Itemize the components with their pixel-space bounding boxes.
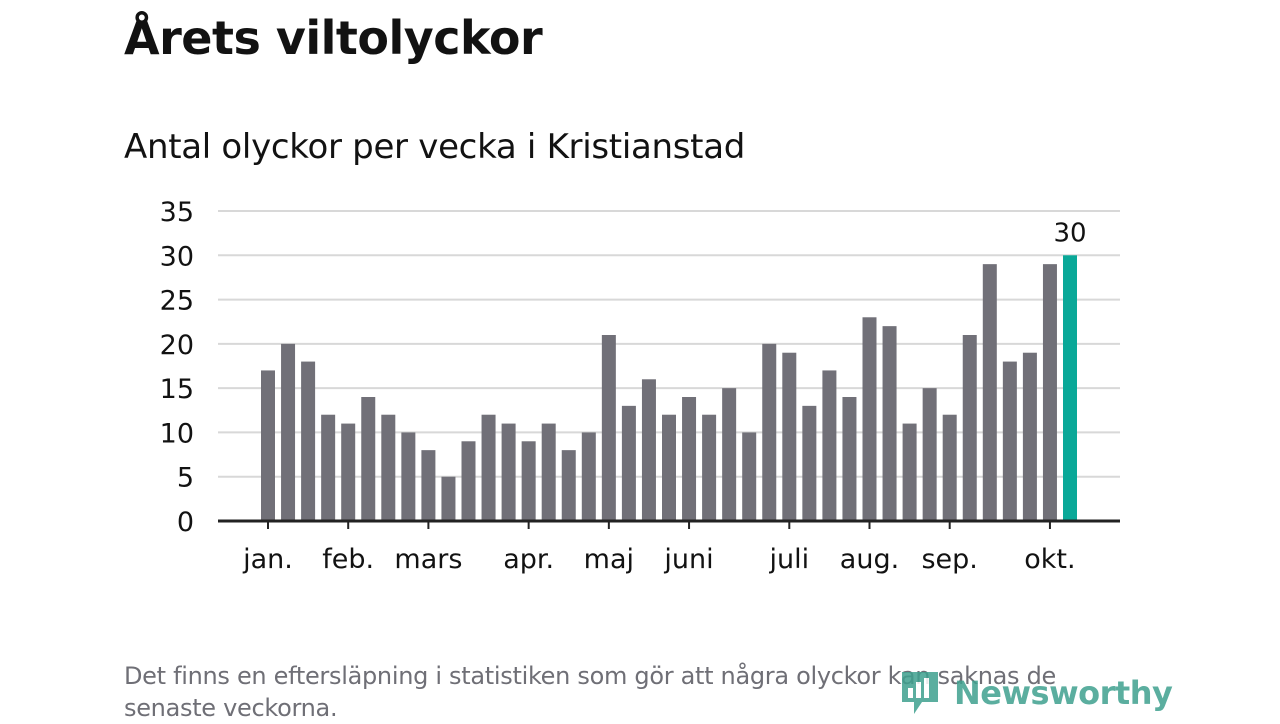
bar	[822, 370, 837, 521]
bar	[321, 414, 336, 521]
y-tick-label: 25	[160, 286, 194, 317]
x-month-label: mars	[394, 544, 462, 575]
y-tick-label: 35	[160, 197, 194, 228]
bar	[702, 414, 717, 521]
newsworthy-logo: Newsworthy	[900, 668, 1173, 718]
newsworthy-bar-chart-icon	[902, 672, 938, 714]
bar	[1002, 361, 1017, 521]
y-tick-label: 10	[160, 418, 194, 449]
x-month-label: apr.	[503, 544, 554, 575]
footnote: Det finns en eftersläpning i statistiken…	[124, 662, 1056, 722]
bar	[922, 388, 937, 521]
bar	[621, 405, 636, 521]
bar	[962, 335, 977, 521]
y-tick-label: 30	[160, 241, 194, 272]
x-month-label: aug.	[840, 544, 899, 575]
bar	[762, 343, 777, 521]
bar	[601, 335, 616, 521]
bar	[1022, 352, 1037, 521]
bar-chart: 0 5 10 15 20 25 30 35 jan. feb. mars apr. maj juni ju…	[160, 197, 1120, 575]
bar	[802, 405, 817, 521]
bar	[722, 388, 737, 521]
bar-highlight	[1063, 255, 1077, 522]
highlight-value-label: 30	[1053, 218, 1086, 248]
bar	[341, 423, 356, 521]
bar	[1042, 264, 1057, 521]
bar	[561, 450, 576, 521]
bar	[481, 414, 496, 521]
bar	[421, 450, 436, 521]
bar	[401, 432, 416, 521]
bar	[581, 432, 596, 521]
x-month-label: jan.	[242, 544, 293, 575]
bar	[641, 379, 656, 521]
chart-title: Årets viltolyckor	[124, 11, 543, 65]
bar	[381, 414, 396, 521]
bar	[682, 397, 697, 521]
y-tick-label: 15	[160, 374, 194, 405]
x-month-label: juli	[768, 544, 809, 575]
x-axis-ticks	[267, 521, 1051, 529]
bar	[441, 476, 456, 521]
bar	[301, 361, 316, 521]
x-month-label: okt.	[1024, 544, 1075, 575]
bar	[541, 423, 556, 521]
bar	[662, 414, 676, 521]
x-month-label: sep.	[921, 544, 977, 575]
bar	[882, 326, 897, 521]
bar	[842, 397, 857, 521]
bar	[521, 441, 536, 521]
bar	[982, 264, 997, 521]
chart-subtitle: Antal olyckor per vecka i Kristianstad	[124, 127, 746, 167]
y-axis-tick-labels: 0 5 10 15 20 25 30 35	[160, 197, 194, 538]
bar	[742, 432, 757, 521]
bar	[261, 370, 275, 521]
bar	[782, 352, 797, 521]
x-month-label: maj	[584, 544, 634, 575]
x-month-label: juni	[663, 544, 713, 575]
bar	[942, 414, 957, 521]
newsworthy-logo-text: Newsworthy	[954, 674, 1173, 712]
bar	[461, 441, 476, 521]
bar	[281, 343, 296, 521]
x-month-label: feb.	[322, 544, 374, 575]
bar	[902, 423, 917, 521]
y-tick-label: 0	[177, 507, 194, 538]
y-tick-label: 20	[160, 330, 194, 361]
bars	[261, 255, 1077, 522]
bar	[501, 423, 516, 521]
y-tick-label: 5	[177, 463, 194, 494]
bar	[862, 317, 877, 521]
x-axis-month-labels: jan. feb. mars apr. maj juni juli aug. sep. okt.	[242, 544, 1075, 575]
bar	[361, 397, 376, 521]
